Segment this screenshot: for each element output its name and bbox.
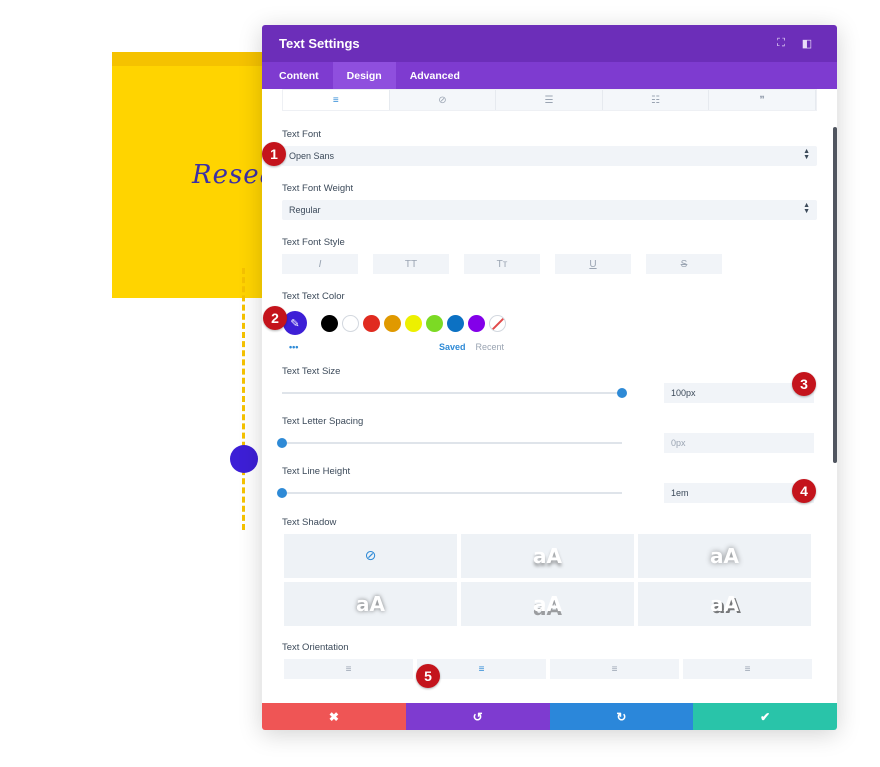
letter-spacing-control: 0px [277, 433, 817, 453]
step-badge-4: 4 [792, 479, 816, 503]
settings-modal: Text Settings ⛶ ◧ Content Design Advance… [262, 25, 837, 730]
ordered-list-tab-icon[interactable]: ☷ [602, 90, 710, 110]
step-badge-3: 3 [792, 372, 816, 396]
align-right-icon[interactable]: ≡ [550, 659, 679, 679]
saved-colors-tab[interactable]: Saved [439, 342, 466, 352]
shadow-preset-3[interactable]: aA [284, 582, 457, 626]
tab-advanced[interactable]: Advanced [409, 69, 460, 82]
modal-title: Text Settings [279, 36, 360, 51]
quote-tab-icon[interactable]: ❞ [709, 90, 816, 110]
recent-colors-tab[interactable]: Recent [475, 342, 505, 352]
shadow-preset-2[interactable]: aA [638, 534, 811, 578]
eyedropper-icon[interactable]: ✎ [283, 311, 307, 335]
swatch-yellow[interactable] [405, 314, 422, 332]
timeline-dot[interactable] [230, 445, 258, 473]
text-size-thumb[interactable] [617, 388, 627, 398]
step-badge-5: 5 [416, 664, 440, 688]
letter-spacing-thumb[interactable] [277, 438, 287, 448]
yellow-text-module[interactable] [112, 66, 272, 298]
module-text: Resea [192, 160, 277, 190]
settings-content: ≡ ⊘ ☰ ☷ ❞ Text Font Open Sans ▲ ▼ Text Fo… [262, 89, 837, 703]
uppercase-button[interactable]: TT [373, 254, 449, 274]
line-height-label: Text Line Height [282, 466, 351, 477]
swatch-red[interactable] [363, 314, 380, 332]
text-shadow-label: Text Shadow [282, 517, 337, 528]
color-swatches: ✎ [282, 308, 817, 338]
align-left-icon[interactable]: ≡ [284, 659, 413, 679]
unordered-list-tab-icon[interactable]: ☰ [496, 90, 603, 110]
swatch-purple[interactable] [468, 314, 485, 332]
swatch-black[interactable] [321, 314, 338, 332]
text-font-weight-value: Regular [289, 205, 321, 215]
fullscreen-icon[interactable]: ⛶ [777, 37, 785, 49]
paragraph-tab-icon[interactable]: ≡ [283, 90, 390, 110]
dashed-divider [242, 268, 245, 530]
swatch-footer: ••• Saved Recent [282, 340, 817, 354]
text-font-select[interactable]: Open Sans ▲ ▼ [282, 146, 817, 166]
module-top-bar [112, 52, 272, 66]
swatch-white[interactable] [342, 314, 359, 332]
underline-button[interactable]: U [555, 254, 631, 274]
shadow-preset-5[interactable]: aA [638, 582, 811, 626]
link-tab-icon[interactable]: ⊘ [389, 90, 497, 110]
modal-header: Text Settings ⛶ ◧ [262, 25, 837, 62]
line-height-input[interactable]: 1em [664, 483, 814, 503]
text-size-input[interactable]: 100px [664, 383, 814, 403]
swatch-green[interactable] [426, 314, 443, 332]
undo-button[interactable]: ↺ [405, 703, 550, 730]
text-orientation-label: Text Orientation [282, 642, 349, 653]
modal-tabs: Content Design Advanced [262, 62, 837, 89]
sidebar-dock-icon[interactable]: ◧ [801, 38, 813, 50]
text-size-label: Text Text Size [282, 366, 341, 377]
text-font-weight-label: Text Font Weight [282, 183, 354, 194]
line-height-control: 1em [277, 483, 817, 503]
save-button[interactable]: ✔ [693, 703, 837, 730]
font-style-buttons: I TT Tт U S [282, 254, 817, 274]
text-color-label: Text Text Color [282, 291, 345, 302]
tab-content[interactable]: Content [279, 69, 319, 82]
text-size-control: 100px [282, 383, 817, 403]
text-orientation-buttons: ≡ ≡ ≡ ≡ [284, 659, 817, 679]
align-justify-icon[interactable]: ≡ [683, 659, 812, 679]
strikethrough-button[interactable]: S [646, 254, 722, 274]
align-center-icon[interactable]: ≡ [417, 659, 546, 679]
modal-footer: ✖ ↺ ↻ ✔ [262, 703, 837, 730]
text-shadow-presets: ⊘ aA aA aA aA aA [284, 534, 817, 626]
step-badge-1: 1 [262, 142, 286, 166]
text-size-slider[interactable] [282, 388, 627, 398]
letter-spacing-slider[interactable] [277, 438, 622, 448]
select-arrows-icon: ▲ ▼ [803, 202, 810, 215]
shadow-preset-1[interactable]: aA [461, 534, 634, 578]
text-font-style-label: Text Font Style [282, 237, 345, 248]
text-font-label: Text Font [282, 129, 322, 140]
select-arrows-icon: ▲ ▼ [803, 148, 810, 161]
tab-design[interactable]: Design [332, 62, 396, 89]
more-colors-icon[interactable]: ••• [289, 342, 299, 352]
swatch-orange[interactable] [384, 314, 401, 332]
line-height-slider[interactable] [277, 488, 622, 498]
italic-button[interactable]: I [282, 254, 358, 274]
letter-spacing-input[interactable]: 0px [664, 433, 814, 453]
content-scrollbar[interactable] [833, 127, 837, 463]
text-font-value: Open Sans [289, 151, 335, 161]
line-height-thumb[interactable] [277, 488, 287, 498]
small-caps-button[interactable]: Tт [464, 254, 540, 274]
letter-spacing-label: Text Letter Spacing [282, 416, 364, 427]
cancel-button[interactable]: ✖ [262, 703, 406, 730]
shadow-preset-4[interactable]: aA [461, 582, 634, 626]
text-font-weight-select[interactable]: Regular ▲ ▼ [282, 200, 817, 220]
no-shadow-icon[interactable]: ⊘ [284, 534, 457, 578]
swatch-blue[interactable] [447, 314, 464, 332]
redo-button[interactable]: ↻ [549, 703, 694, 730]
swatch-none[interactable] [489, 314, 506, 332]
text-type-tabs: ≡ ⊘ ☰ ☷ ❞ [282, 89, 817, 111]
step-badge-2: 2 [263, 306, 287, 330]
